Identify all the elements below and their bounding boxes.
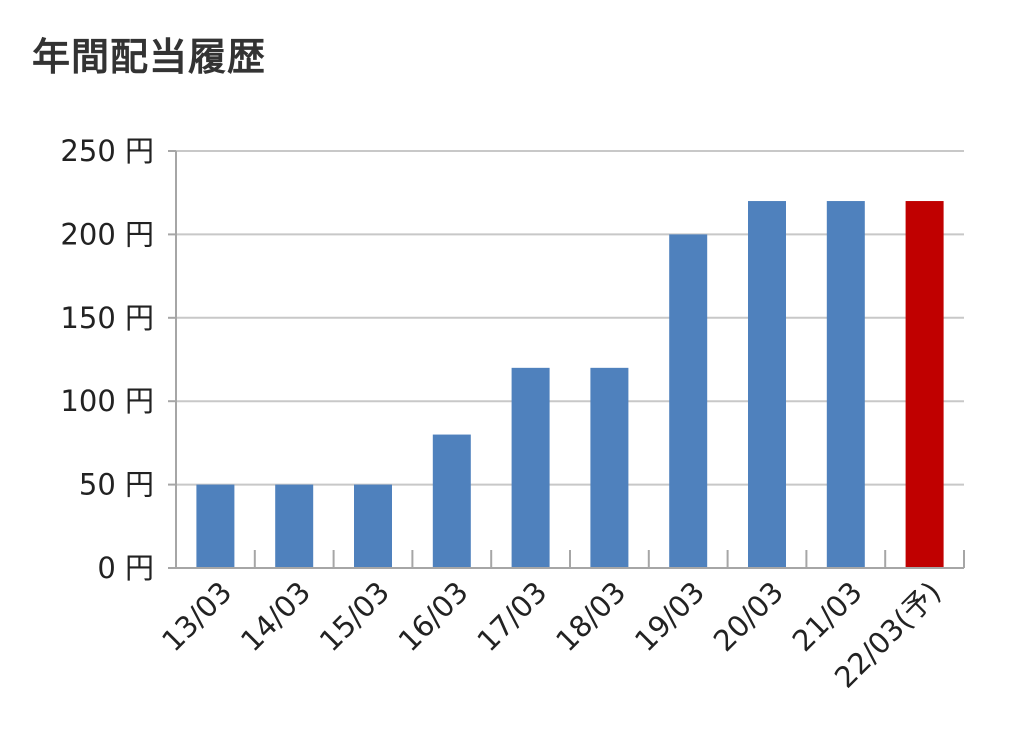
x-tick-label: 16/03 xyxy=(392,575,475,658)
y-tick-label: 0 円 xyxy=(97,551,154,585)
bar xyxy=(669,234,708,568)
bar xyxy=(354,484,392,568)
y-tick-label: 150 円 xyxy=(60,301,154,335)
bar xyxy=(511,367,550,568)
bar xyxy=(196,484,235,568)
bar xyxy=(905,201,944,569)
y-tick-label: 200 円 xyxy=(60,217,154,251)
y-tick-label: 250 円 xyxy=(60,134,154,168)
x-tick-label: 15/03 xyxy=(313,575,396,658)
x-tick-label: 20/03 xyxy=(707,575,790,658)
x-tick-label: 19/03 xyxy=(628,575,711,658)
axis-labels: 0 円 50 円 100 円 150 円 200 円 250 円 13/0314/0315/… xyxy=(60,134,947,695)
bar xyxy=(590,367,629,568)
bar xyxy=(432,434,471,568)
bar xyxy=(748,201,786,569)
bar xyxy=(826,201,865,569)
x-tick-label: 18/03 xyxy=(549,575,632,658)
axes xyxy=(168,150,965,569)
x-tick-label: 17/03 xyxy=(470,575,553,658)
x-tick-label: 14/03 xyxy=(234,575,317,658)
bar xyxy=(275,484,314,568)
chart-title: 年間配当履歴 xyxy=(32,35,267,79)
y-tick-label: 100 円 xyxy=(60,384,154,418)
y-tick-label: 50 円 xyxy=(79,468,154,502)
x-tick-label: 13/03 xyxy=(155,575,238,658)
bars xyxy=(196,201,944,569)
